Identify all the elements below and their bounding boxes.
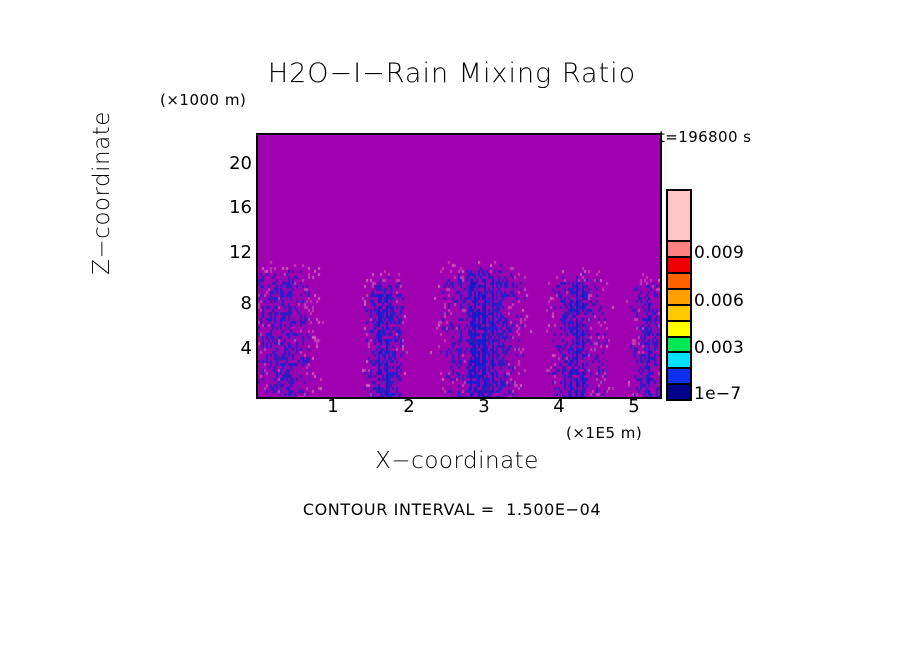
colorbar-band <box>668 303 690 320</box>
colorbar-tick-label: 0.009 <box>694 243 745 263</box>
y-axis-title: Z−coordinate <box>89 111 115 275</box>
y-tick-label: 4 <box>240 338 252 359</box>
colorbar-band <box>668 319 690 336</box>
x-tick-label: 2 <box>403 396 415 417</box>
y-tick-label: 8 <box>240 293 252 314</box>
colorbar-band <box>668 367 690 384</box>
colorbar <box>666 189 692 401</box>
colorbar-band <box>668 240 690 257</box>
x-tick-label: 3 <box>478 396 490 417</box>
x-tick-label: 5 <box>628 396 640 417</box>
x-tick-label: 1 <box>327 396 339 417</box>
x-axis-unit-label: (×1E5 m) <box>566 424 643 442</box>
colorbar-tick-label: 0.003 <box>694 338 745 358</box>
colorbar-band <box>668 191 690 241</box>
colorbar-band <box>668 256 690 272</box>
x-tick-label: 4 <box>553 396 565 417</box>
contour-interval-note: CONTOUR INTERVAL = 1.500E−04 <box>302 500 602 519</box>
colorbar-tick-label: 1e−7 <box>694 384 742 404</box>
colorbar-band <box>668 272 690 288</box>
colorbar-tick-label: 0.006 <box>694 291 745 311</box>
colorbar-band <box>668 287 690 304</box>
y-tick-label: 12 <box>229 242 252 263</box>
timestamp-annotation: t=196800 s <box>659 128 752 146</box>
y-tick-label: 20 <box>229 153 252 174</box>
x-axis-title: X−coordinate <box>375 448 539 474</box>
page-title: H2O−I−Rain Mixing Ratio <box>267 58 637 89</box>
colorbar-band <box>668 335 690 352</box>
heatmap-canvas <box>258 135 660 397</box>
y-axis-unit-label: (×1000 m) <box>160 91 247 109</box>
plot-area <box>256 133 662 399</box>
colorbar-band <box>668 383 690 399</box>
colorbar-band <box>668 351 690 368</box>
y-tick-label: 16 <box>229 197 252 218</box>
